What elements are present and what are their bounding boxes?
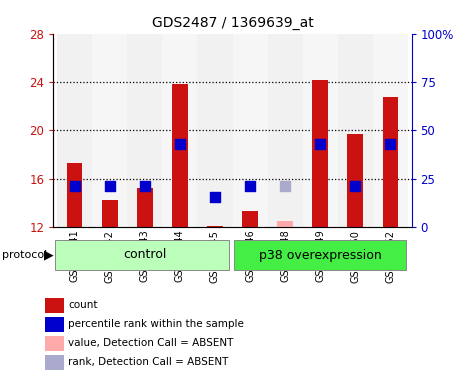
Point bbox=[71, 183, 78, 189]
Bar bbox=[198, 34, 232, 227]
Bar bbox=[312, 80, 328, 227]
Text: control: control bbox=[123, 249, 166, 261]
Bar bbox=[92, 34, 127, 227]
Bar bbox=[338, 34, 373, 227]
Text: value, Detection Call = ABSENT: value, Detection Call = ABSENT bbox=[68, 338, 233, 348]
Bar bbox=[347, 134, 363, 227]
Text: ▶: ▶ bbox=[44, 249, 54, 261]
Point bbox=[246, 183, 254, 189]
Bar bbox=[242, 211, 258, 227]
FancyBboxPatch shape bbox=[234, 240, 406, 270]
Bar bbox=[46, 355, 64, 370]
Text: p38 overexpression: p38 overexpression bbox=[259, 249, 382, 261]
Bar bbox=[66, 163, 82, 227]
Point bbox=[141, 183, 148, 189]
Text: percentile rank within the sample: percentile rank within the sample bbox=[68, 319, 244, 329]
Point bbox=[387, 141, 394, 147]
FancyBboxPatch shape bbox=[55, 240, 229, 270]
Title: GDS2487 / 1369639_at: GDS2487 / 1369639_at bbox=[152, 16, 313, 30]
Bar bbox=[127, 34, 162, 227]
Bar bbox=[267, 34, 303, 227]
Point bbox=[211, 194, 219, 200]
Text: protocol: protocol bbox=[2, 250, 47, 260]
Point bbox=[176, 141, 184, 147]
Point bbox=[352, 183, 359, 189]
Text: count: count bbox=[68, 300, 97, 310]
Bar bbox=[46, 298, 64, 313]
Bar bbox=[373, 34, 408, 227]
Bar bbox=[383, 96, 399, 227]
Bar bbox=[232, 34, 267, 227]
Bar bbox=[172, 84, 188, 227]
Point bbox=[317, 141, 324, 147]
Bar bbox=[102, 200, 118, 227]
Point bbox=[281, 183, 289, 189]
Point bbox=[106, 183, 113, 189]
Bar bbox=[303, 34, 338, 227]
Bar bbox=[46, 336, 64, 351]
Text: rank, Detection Call = ABSENT: rank, Detection Call = ABSENT bbox=[68, 357, 228, 367]
Bar bbox=[277, 221, 293, 227]
Bar bbox=[207, 226, 223, 227]
Bar bbox=[137, 188, 153, 227]
Bar bbox=[46, 317, 64, 332]
Bar bbox=[162, 34, 198, 227]
Bar bbox=[57, 34, 92, 227]
